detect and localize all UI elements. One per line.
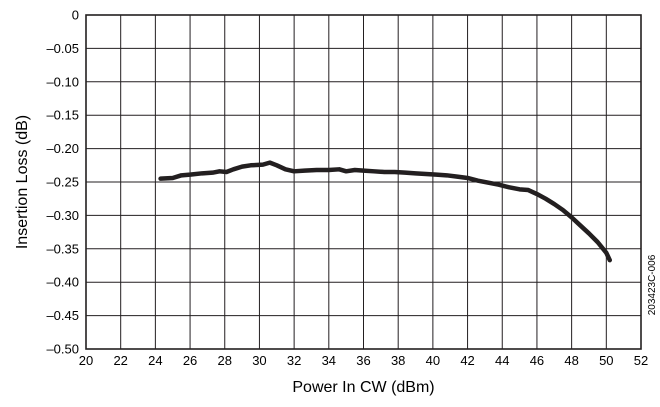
grid xyxy=(85,14,642,350)
x-tick-label: 34 xyxy=(322,353,336,368)
x-tick-label: 28 xyxy=(218,353,232,368)
y-tick-label: –0.35 xyxy=(46,241,79,256)
y-tick-label: –0.05 xyxy=(46,41,79,56)
y-tick-label: –0.45 xyxy=(46,308,79,323)
x-tick-label: 50 xyxy=(599,353,613,368)
y-axis-ticks: 0 –0.05 –0.10 –0.15 –0.20 –0.25 –0.30 –0.35 –0.4… xyxy=(46,8,79,357)
x-tick-label: 48 xyxy=(564,353,578,368)
y-tick-label: –0.50 xyxy=(46,342,79,357)
series-layer xyxy=(158,160,613,263)
x-tick-label: 52 xyxy=(634,353,648,368)
x-tick-label: 24 xyxy=(148,353,162,368)
figure-id-label: 203423C-006 xyxy=(647,254,658,315)
x-tick-label: 38 xyxy=(391,353,405,368)
x-axis-ticks: 20 22 24 26 28 30 32 34 36 38 40 42 44 46 48 50 52 xyxy=(79,353,648,368)
y-tick-label: –0.40 xyxy=(46,275,79,290)
series-line xyxy=(158,160,613,263)
y-tick-label: –0.20 xyxy=(46,141,79,156)
x-tick-label: 26 xyxy=(183,353,197,368)
y-tick-label: –0.25 xyxy=(46,175,79,190)
x-tick-label: 32 xyxy=(287,353,301,368)
x-tick-label: 36 xyxy=(356,353,370,368)
y-tick-label: –0.30 xyxy=(46,208,79,223)
x-tick-label: 42 xyxy=(460,353,474,368)
x-tick-label: 46 xyxy=(530,353,544,368)
x-tick-label: 20 xyxy=(79,353,93,368)
x-tick-label: 30 xyxy=(252,353,266,368)
y-axis-title: Insertion Loss (dB) xyxy=(14,115,31,249)
x-tick-label: 40 xyxy=(426,353,440,368)
x-tick-label: 22 xyxy=(113,353,127,368)
y-tick-label: –0.15 xyxy=(46,108,79,123)
x-axis-title: Power In CW (dBm) xyxy=(292,379,434,396)
x-tick-label: 44 xyxy=(495,353,509,368)
y-tick-label: 0 xyxy=(72,8,79,23)
plot-frame xyxy=(85,14,642,350)
y-tick-label: –0.10 xyxy=(46,74,79,89)
